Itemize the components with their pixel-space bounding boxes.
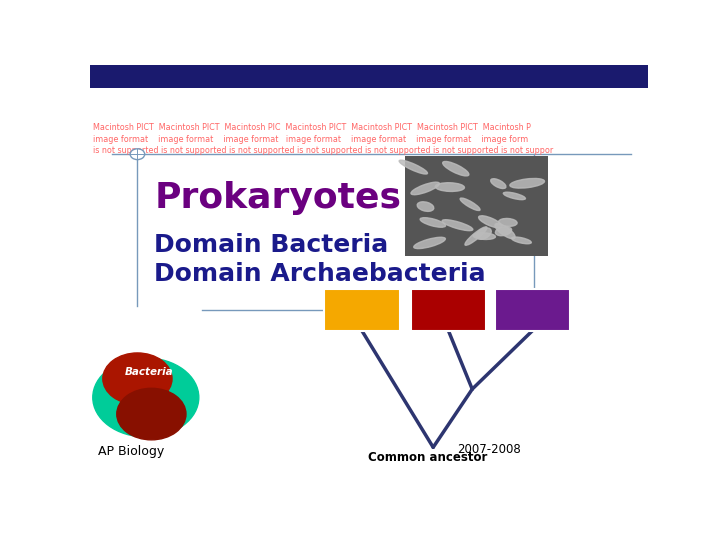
Circle shape <box>130 149 145 160</box>
Text: Common ancestor: Common ancestor <box>368 451 487 464</box>
Text: image format    image format    image format   image format    image format    i: image format image format image format i… <box>93 134 528 144</box>
Ellipse shape <box>399 160 428 174</box>
Circle shape <box>103 353 172 404</box>
Text: AP Biology: AP Biology <box>99 445 165 458</box>
Text: Domain
Eukarya: Domain Eukarya <box>504 296 561 324</box>
Circle shape <box>117 388 186 440</box>
Ellipse shape <box>495 224 515 239</box>
Bar <box>411 289 486 331</box>
Ellipse shape <box>495 227 512 236</box>
Ellipse shape <box>491 179 506 188</box>
Bar <box>405 156 547 256</box>
Text: Domain Bacteria: Domain Bacteria <box>154 233 388 257</box>
Ellipse shape <box>460 198 480 211</box>
Ellipse shape <box>417 202 433 211</box>
Ellipse shape <box>420 218 446 227</box>
Bar <box>90 65 648 87</box>
Text: Macintosh PICT  Macintosh PICT  Macintosh PIC  Macintosh PICT  Macintosh PICT  M: Macintosh PICT Macintosh PICT Macintosh … <box>93 123 531 132</box>
Ellipse shape <box>512 237 531 244</box>
Circle shape <box>93 358 199 437</box>
Ellipse shape <box>503 192 526 200</box>
Ellipse shape <box>443 161 469 176</box>
Text: is not supported is not supported is not supported is not supported is not suppo: is not supported is not supported is not… <box>93 146 553 156</box>
Ellipse shape <box>436 183 464 192</box>
Text: Domain Archaebacteria: Domain Archaebacteria <box>154 262 486 286</box>
Bar <box>324 289 400 331</box>
Text: Domain
Archaea: Domain Archaea <box>420 296 477 324</box>
Ellipse shape <box>498 219 517 226</box>
Ellipse shape <box>473 233 495 239</box>
Ellipse shape <box>465 227 487 245</box>
Ellipse shape <box>442 220 473 231</box>
Ellipse shape <box>411 182 439 195</box>
Text: Domain
Bacteria: Domain Bacteria <box>333 296 391 324</box>
Text: Bacteria: Bacteria <box>125 367 174 377</box>
Ellipse shape <box>476 228 491 239</box>
Ellipse shape <box>510 178 544 188</box>
Bar <box>495 289 570 331</box>
Ellipse shape <box>414 237 446 248</box>
Ellipse shape <box>479 216 502 228</box>
Text: Prokaryotes: Prokaryotes <box>154 181 401 215</box>
Text: 2007-2008: 2007-2008 <box>457 443 521 456</box>
